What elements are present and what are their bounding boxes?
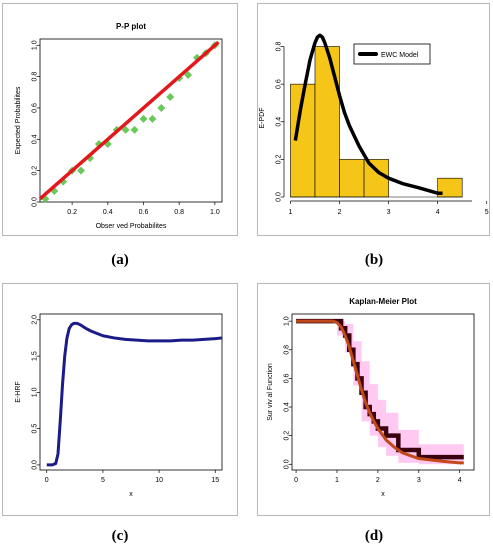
x-tick-label: 1	[335, 477, 339, 484]
plot-frame	[39, 38, 223, 203]
x-tick-label: 0.6	[139, 209, 149, 216]
x-tick-label: 3	[387, 209, 391, 216]
caption-c: (c)	[111, 528, 129, 544]
x-tick-label: 0	[294, 477, 298, 484]
chart-title: Kaplan-Meier Plot	[349, 297, 417, 306]
x-tick-label: 2	[338, 209, 342, 216]
y-tick-label: 0.4	[31, 134, 38, 144]
y-tick-label: 0.2	[283, 431, 290, 441]
chart-title: P-P plot	[116, 22, 146, 31]
y-tick-label: 0.0	[283, 459, 290, 469]
y-axis-label: E-HRF	[15, 381, 22, 402]
histogram-bar	[339, 159, 365, 198]
legend-label: EWC Model	[381, 52, 419, 59]
hazard-curve	[46, 321, 223, 467]
y-tick-label: 0.0	[31, 197, 38, 207]
y-tick-label: 0.2	[275, 154, 282, 164]
y-axis-label: Sur viv al Function	[267, 363, 274, 421]
x-tick-label: 5	[101, 477, 105, 484]
data-point	[121, 125, 130, 134]
chart-panel-b: 1 2 3 4 5 0.0 0.2 0.4 0.6 0.8 E-PDF EWC Model	[257, 3, 490, 236]
x-axis-label: x	[381, 491, 385, 498]
y-tick-label: 0.6	[283, 373, 290, 383]
x-tick-label: 4	[458, 477, 462, 484]
data-point	[77, 166, 86, 175]
x-tick-label: 0.2	[67, 209, 77, 216]
x-tick-label: 3	[417, 477, 421, 484]
x-tick-label: 0.4	[103, 209, 113, 216]
y-tick-label: 2.0	[31, 315, 38, 325]
chart-panel-c: 0 5 10 15 0.0 0.5 1.0 1.5 2.0 x E-HRF	[2, 283, 238, 516]
x-tick-label: 15	[211, 477, 219, 484]
data-point	[184, 71, 193, 80]
x-tick-label: 5	[485, 209, 489, 216]
data-point	[148, 114, 157, 123]
y-tick-label: 0.6	[31, 103, 38, 113]
y-tick-label: 1.0	[283, 316, 290, 326]
y-tick-label: 1.0	[31, 387, 38, 397]
y-tick-label: 0.2	[31, 166, 38, 176]
y-tick-label: 0.4	[283, 402, 290, 412]
y-tick-label: 0.8	[31, 72, 38, 82]
histogram-chart: 1 2 3 4 5 0.0 0.2 0.4 0.6 0.8 E-PDF EWC Model	[259, 33, 489, 216]
caption-a: (a)	[111, 252, 129, 268]
plot-frame	[39, 313, 223, 471]
histogram-bar	[314, 46, 340, 198]
y-tick-label: 1.5	[31, 351, 38, 361]
y-tick-label: 0.6	[275, 79, 282, 89]
x-tick-label: 0.8	[174, 209, 184, 216]
y-tick-label: 0.8	[275, 42, 282, 52]
kaplan-meier-chart: 0 1 2 3 4 0.0 0.2 0.4 0.6 0.8 1.0 Kaplan-Meier Plot…	[267, 297, 475, 498]
y-tick-label: 0.0	[275, 192, 282, 202]
plot-frame	[291, 313, 475, 471]
x-axis-label: x	[129, 491, 133, 498]
y-axis-label: E-PDF	[259, 108, 266, 129]
x-tick-label: 2	[376, 477, 380, 484]
histogram-bar	[363, 159, 389, 198]
reference-line	[38, 40, 220, 201]
chart-panel-a: 0.2 0.4 0.6 0.8 1.0 0.0 0.2 0.4 0.6 0.8 1.0 P-P plo…	[2, 3, 238, 236]
density-curve	[293, 33, 443, 195]
y-tick-label: 0.5	[31, 424, 38, 434]
x-tick-label: 0	[45, 477, 49, 484]
y-tick-label: 1.0	[31, 40, 38, 50]
data-point	[166, 92, 175, 101]
x-tick-label: 4	[436, 209, 440, 216]
data-point	[157, 103, 166, 112]
pp-plot-chart: 0.2 0.4 0.6 0.8 1.0 0.0 0.2 0.4 0.6 0.8 1.0 P-P plo…	[15, 22, 223, 230]
caption-d: (d)	[364, 528, 384, 544]
x-tick-label: 10	[155, 477, 163, 484]
x-tick-label: 1.0	[210, 209, 220, 216]
y-tick-label: 0.0	[31, 460, 38, 470]
chart-panel-d: 0 1 2 3 4 0.0 0.2 0.4 0.6 0.8 1.0 Kaplan-Meier Plot…	[257, 283, 490, 516]
fitted-survival-curve	[296, 319, 464, 465]
caption-b: (b)	[364, 252, 384, 268]
x-axis-label: Obser ved Probabilites	[96, 223, 167, 230]
y-axis-label: Expected Probabilites	[15, 86, 22, 154]
data-point	[139, 114, 148, 123]
legend-box	[353, 43, 431, 65]
y-tick-label: 0.4	[275, 117, 282, 127]
x-tick-label: 1	[289, 209, 293, 216]
data-point	[130, 125, 139, 134]
hazard-rate-chart: 0 5 10 15 0.0 0.5 1.0 1.5 2.0 x E-HRF	[15, 313, 223, 498]
y-tick-label: 0.8	[283, 345, 290, 355]
